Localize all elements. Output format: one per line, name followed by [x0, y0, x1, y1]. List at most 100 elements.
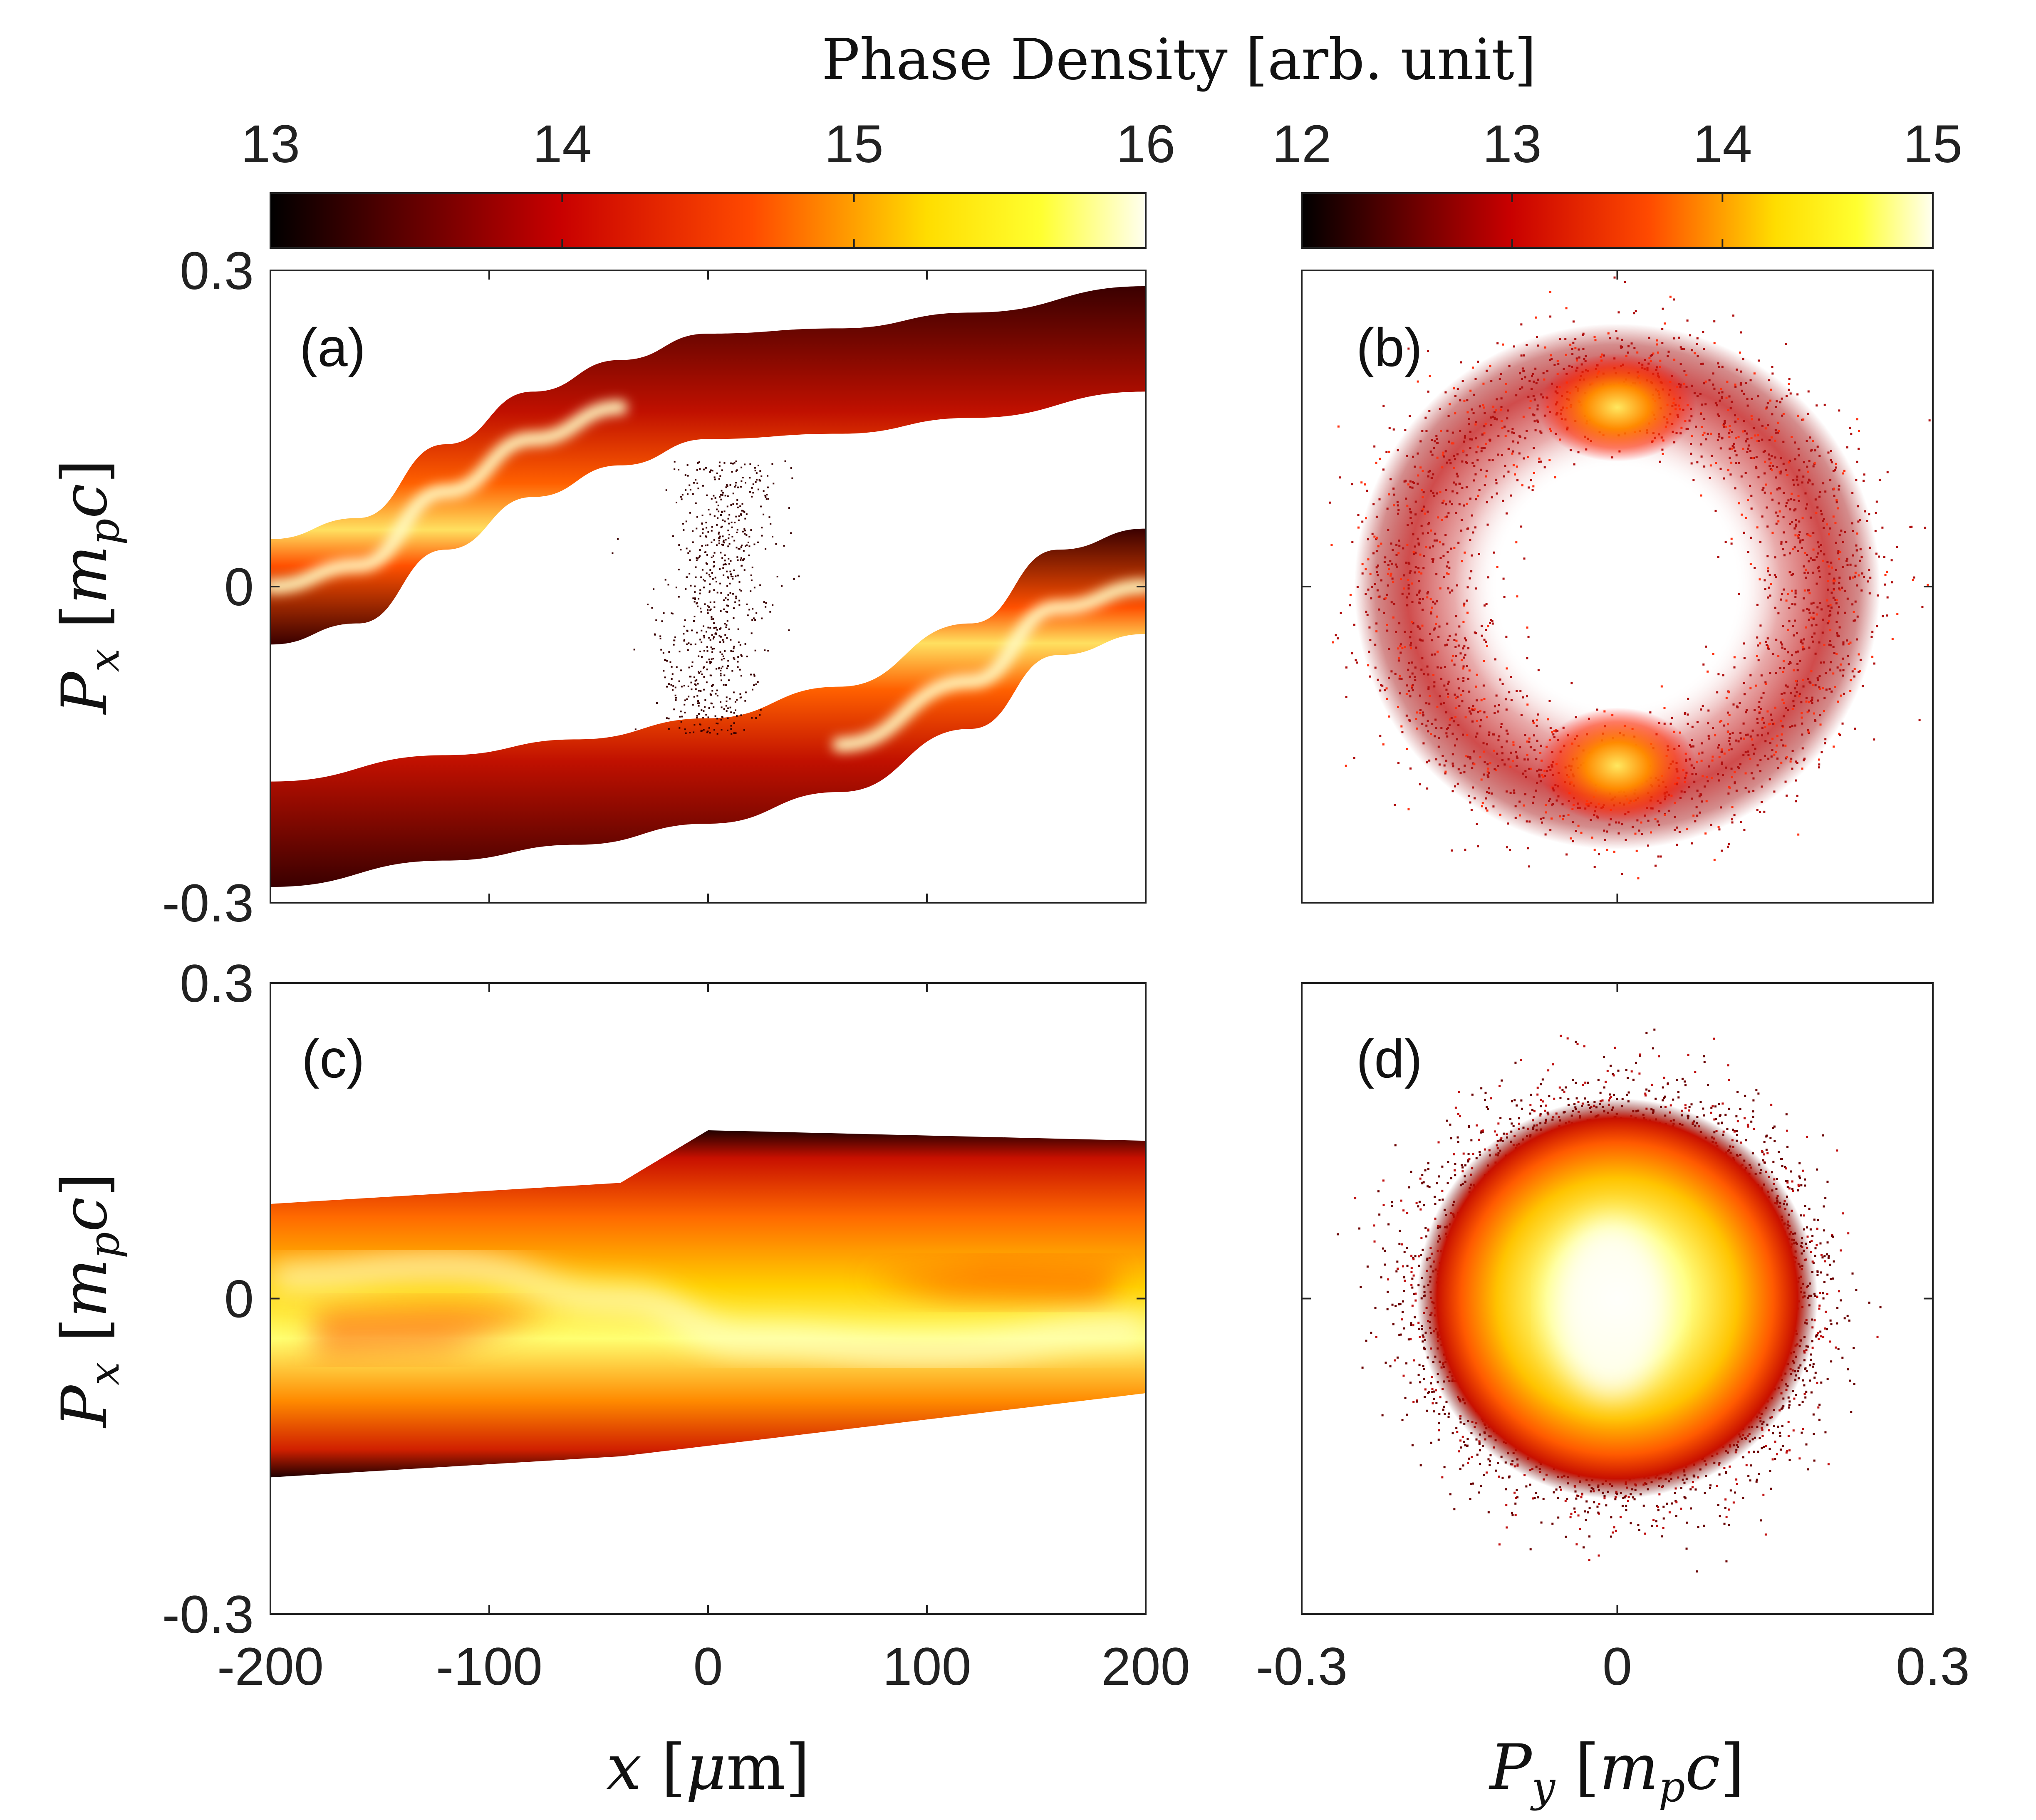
ring-particle	[1780, 540, 1783, 543]
ring-particle	[1447, 683, 1449, 685]
ring-particle	[1527, 847, 1529, 849]
ring-particle	[1759, 759, 1762, 761]
ring-particle	[1451, 753, 1454, 755]
ring-particle	[1374, 644, 1377, 646]
ring-particle	[1822, 520, 1824, 522]
jet-particle	[738, 548, 741, 550]
colorbar-left-tick-label: 16	[1116, 114, 1175, 174]
ring-particle	[1471, 462, 1474, 464]
ring-particle	[1598, 853, 1600, 856]
ring-particle	[1524, 734, 1526, 736]
ring-particle	[1702, 331, 1704, 334]
jet-particle	[764, 649, 766, 651]
ring-particle	[1452, 442, 1455, 445]
ring-particle	[1519, 690, 1522, 692]
ring-particle	[1531, 489, 1534, 491]
halo-particle	[1804, 1184, 1806, 1187]
ring-particle	[1850, 679, 1852, 681]
ring-particle	[1848, 663, 1850, 666]
ring-particle	[1846, 446, 1848, 448]
ring-particle	[1654, 818, 1657, 820]
jet-particle	[759, 714, 761, 716]
jet-particle	[697, 683, 699, 685]
halo-particle	[1597, 1511, 1600, 1514]
halo-particle	[1648, 1090, 1651, 1092]
jet-particle	[696, 695, 698, 697]
halo-particle	[1773, 1140, 1776, 1142]
halo-particle	[1664, 1095, 1666, 1098]
halo-particle	[1461, 1166, 1464, 1169]
ring-particle	[1873, 662, 1875, 665]
halo-particle	[1827, 1257, 1830, 1259]
ring-particle	[1875, 552, 1877, 555]
ring-particle	[1721, 366, 1724, 368]
ring-particle	[1404, 631, 1406, 633]
ring-particle	[1603, 830, 1605, 832]
jet-particle	[767, 650, 769, 652]
ring-particle	[1407, 587, 1410, 590]
jet-particle	[764, 495, 766, 497]
jet-particle	[702, 532, 704, 534]
jet-particle	[709, 662, 711, 664]
ring-particle	[1337, 425, 1340, 428]
jet-particle	[655, 619, 657, 621]
jet-particle	[660, 649, 662, 651]
jet-particle	[684, 699, 686, 701]
halo-particle	[1726, 1128, 1729, 1130]
halo-particle	[1816, 1274, 1819, 1276]
halo-particle	[1411, 1286, 1414, 1289]
ring-particle	[1797, 650, 1800, 653]
ring-particle	[1691, 797, 1693, 800]
ring-particle	[1632, 826, 1634, 829]
ring-particle	[1364, 483, 1366, 486]
jet-particle	[709, 627, 711, 629]
ring-particle	[1890, 559, 1893, 562]
ring-particle	[1731, 445, 1734, 447]
ring-particle	[1782, 660, 1785, 663]
ring-particle	[1409, 570, 1412, 572]
ring-particle	[1820, 661, 1822, 664]
ring-particle	[1536, 419, 1539, 422]
halo-particle	[1615, 1530, 1617, 1532]
halo-particle	[1747, 1451, 1750, 1454]
ring-particle	[1855, 549, 1858, 552]
jet-particle	[726, 667, 728, 669]
ring-particle	[1806, 554, 1808, 556]
ring-particle	[1494, 658, 1496, 661]
jet-particle	[712, 658, 714, 660]
ring-particle	[1819, 714, 1821, 716]
ring-particle	[1423, 555, 1425, 557]
halo-particle	[1786, 1181, 1789, 1184]
ring-particle	[1832, 579, 1835, 582]
ring-particle	[1696, 790, 1699, 792]
jet-particle	[710, 608, 712, 610]
halo-particle	[1734, 1491, 1736, 1494]
ring-particle	[1456, 696, 1459, 698]
halo-particle	[1404, 1397, 1407, 1399]
ring-particle	[1496, 398, 1498, 401]
ring-particle	[1814, 449, 1816, 452]
ring-particle	[1390, 601, 1393, 604]
ring-particle	[1868, 569, 1870, 572]
ring-particle	[1492, 805, 1495, 808]
jet-particle	[739, 644, 741, 646]
ring-particle	[1366, 614, 1369, 616]
ring-particle	[1836, 507, 1839, 510]
ring-particle	[1528, 740, 1531, 743]
halo-particle	[1506, 1526, 1508, 1529]
ring-particle	[1838, 409, 1840, 412]
ring-particle	[1395, 554, 1398, 556]
ring-particle	[1533, 414, 1536, 416]
halo-particle	[1567, 1097, 1570, 1100]
ring-particle	[1466, 503, 1468, 505]
ring-particle	[1841, 722, 1844, 725]
ring-particle	[1526, 754, 1528, 756]
ring-particle	[1383, 561, 1386, 563]
halo-particle	[1793, 1397, 1796, 1400]
jet-particle	[682, 522, 684, 525]
ring-particle	[1836, 666, 1839, 669]
ring-particle	[1573, 463, 1575, 466]
jet-particle	[696, 560, 698, 562]
jet-particle	[747, 614, 749, 617]
ring-particle	[1731, 431, 1734, 433]
